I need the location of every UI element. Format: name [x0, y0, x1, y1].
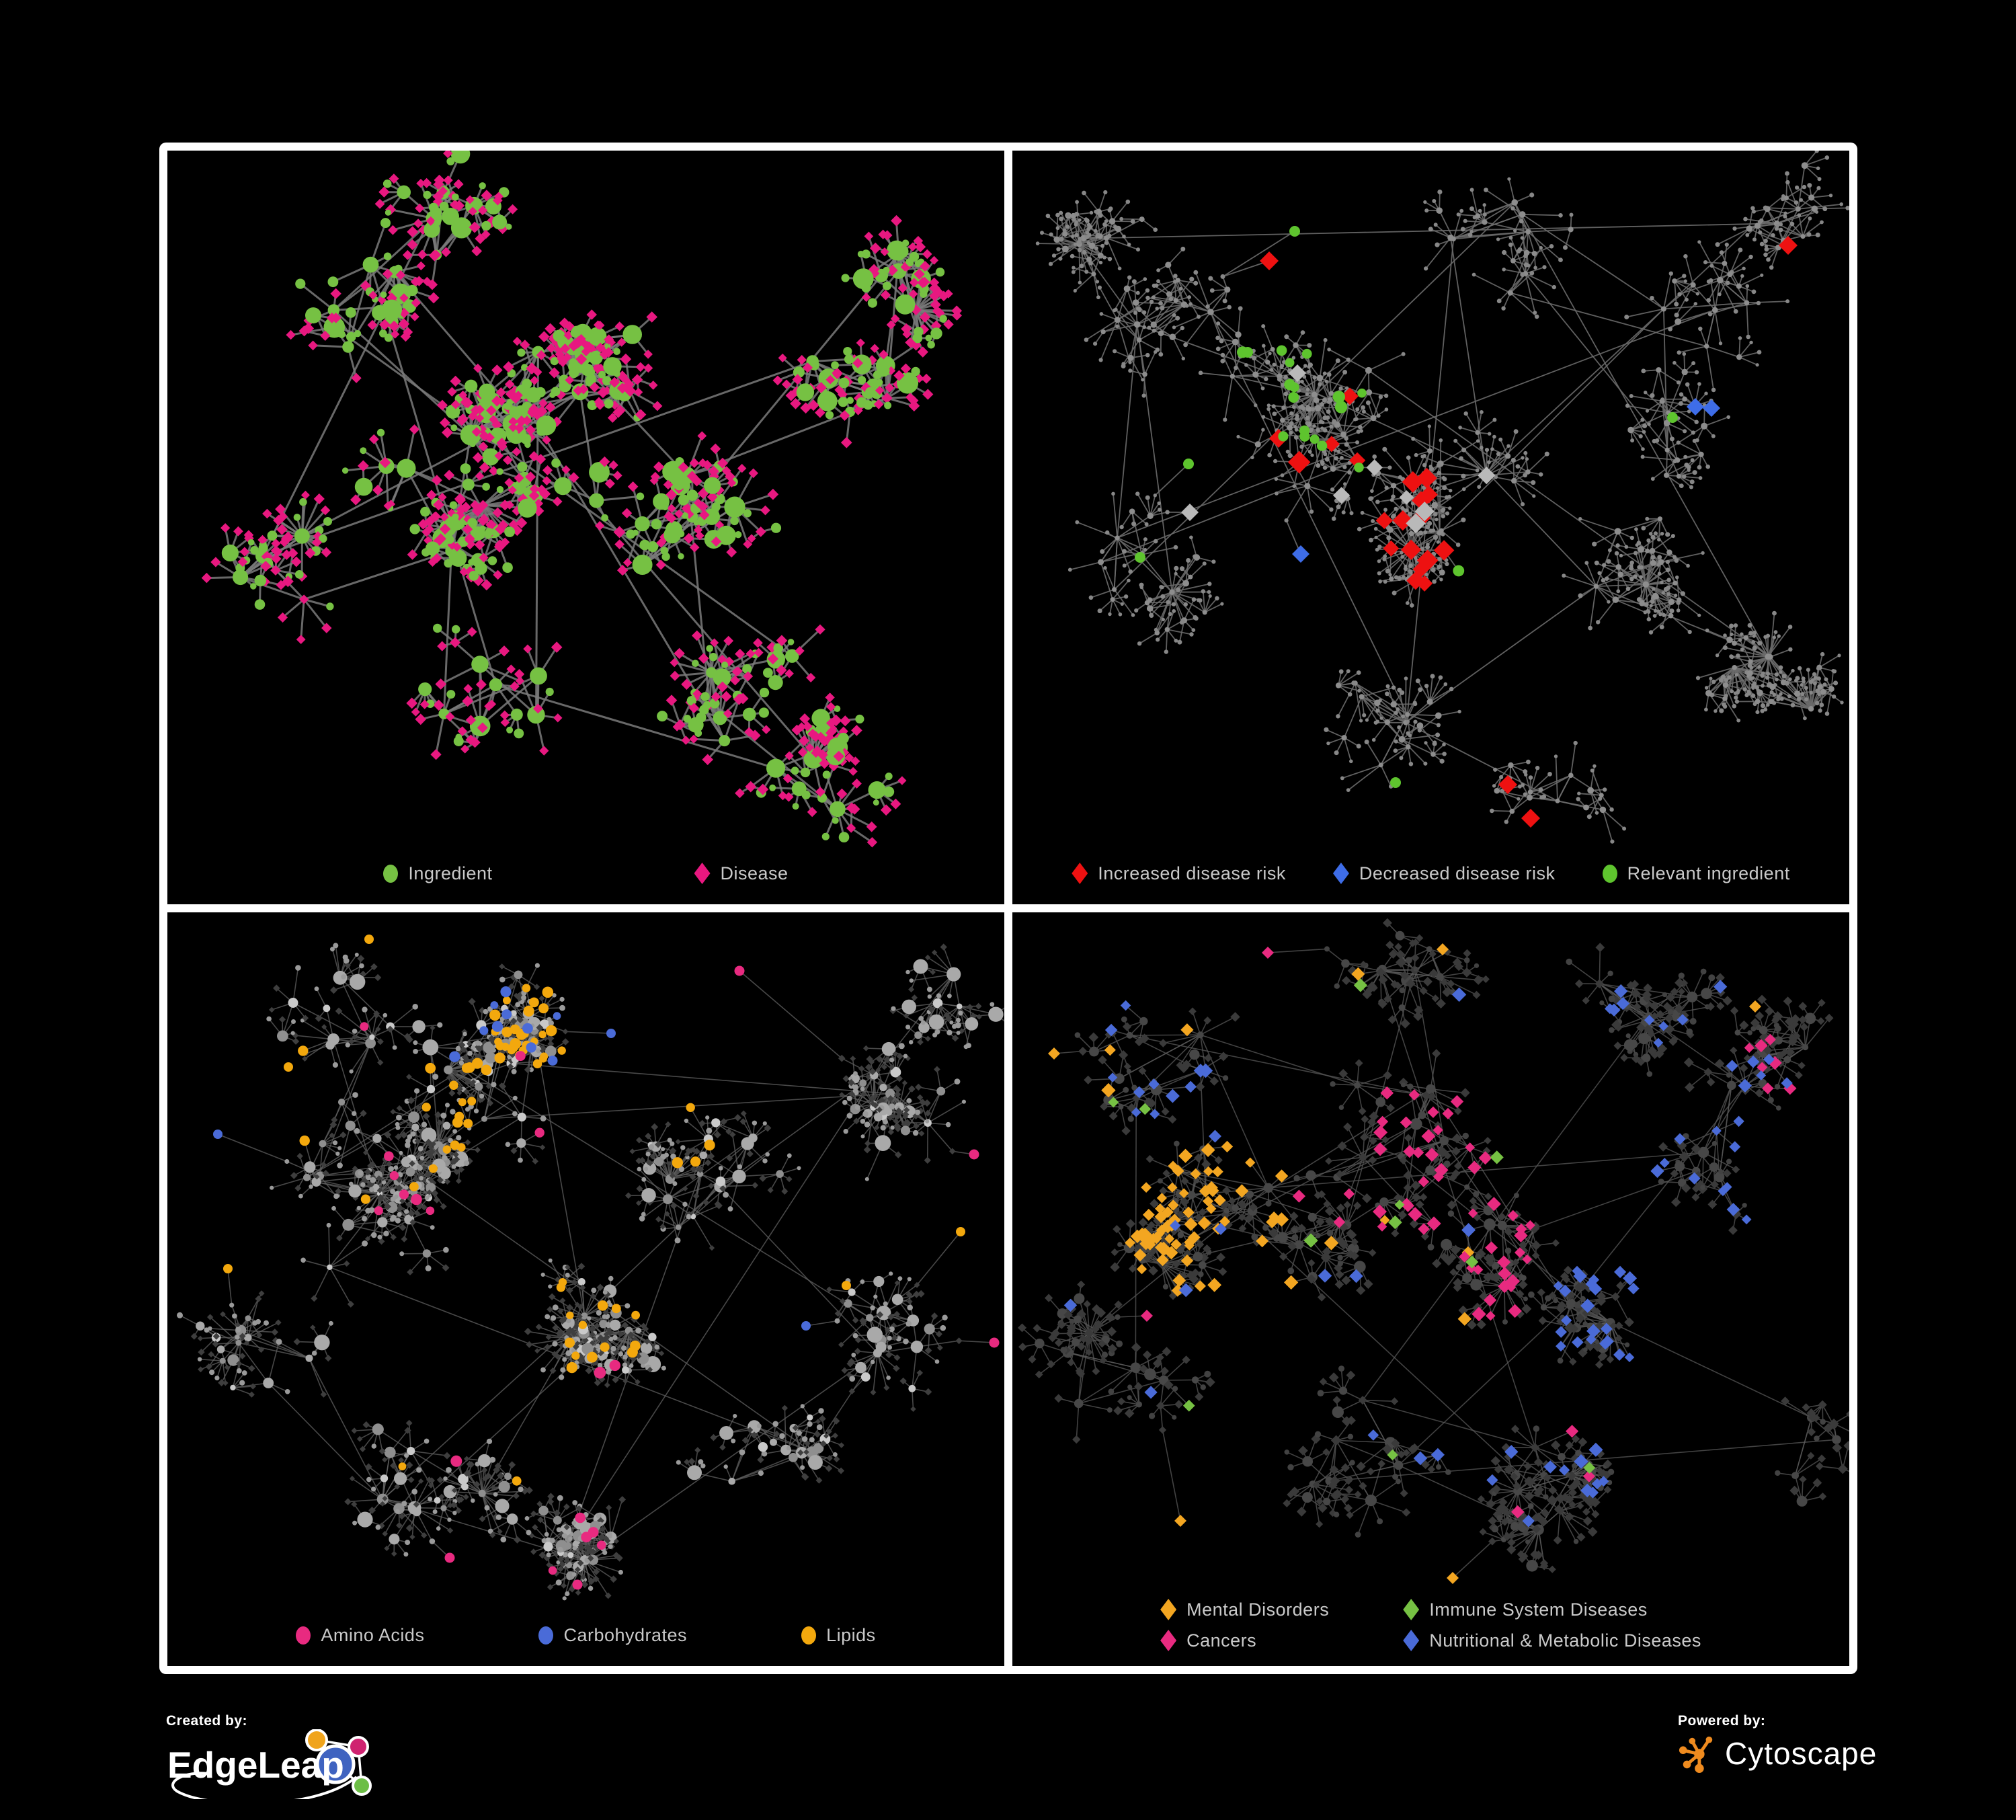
edgeleap-logo: EdgeLeap: [167, 1729, 372, 1805]
legend-item: Ingredient: [383, 863, 492, 884]
legend-item: Lipids: [801, 1625, 876, 1646]
created-by-label: Created by:: [166, 1713, 248, 1729]
legend-item: Nutritional & Metabolic Diseases: [1403, 1630, 1701, 1651]
legend-label: Carbohydrates: [563, 1625, 688, 1645]
legend-label: Increased disease risk: [1098, 863, 1286, 883]
edgeleap-swoosh: [171, 1772, 357, 1805]
edgeleap-blue-node: [315, 1744, 356, 1784]
legend-label: Lipids: [826, 1625, 876, 1645]
mental-disorders-diamond-marker: [1160, 1599, 1177, 1620]
cytoscape-logo-row: Cytoscape: [1678, 1733, 1877, 1774]
legend-label: Nutritional & Metabolic Diseases: [1429, 1630, 1701, 1651]
edgeleap-orange-node: [305, 1729, 328, 1751]
legend-label: Decreased disease risk: [1359, 863, 1556, 883]
cytoscape-credit: Powered by: Cytoscape: [1678, 1713, 1877, 1774]
immune-system-diseases-diamond-marker: [1403, 1599, 1420, 1620]
relevant-ingredient-circle-marker: [1602, 864, 1617, 883]
amino-acids-circle-marker: [296, 1626, 311, 1645]
panel-disease-risk: Increased disease risk Decreased disease…: [1012, 151, 1849, 904]
legend-item: Disease: [694, 863, 789, 884]
legend-label: Cancers: [1186, 1630, 1257, 1651]
legend-disease-classes: Mental Disorders Immune System Diseases …: [1012, 1599, 1849, 1651]
edgeleap-wordmark: EdgeLeap: [167, 1744, 344, 1786]
panel-grid: Ingredient Disease Increased disease ris…: [159, 143, 1857, 1674]
legend-item: Mental Disorders: [1160, 1599, 1329, 1620]
carbohydrates-circle-marker: [538, 1626, 554, 1645]
legend-disease-risk: Increased disease risk Decreased disease…: [1012, 863, 1849, 884]
cytoscape-wordmark: Cytoscape: [1725, 1736, 1878, 1771]
lipids-circle-marker: [801, 1626, 817, 1645]
cytoscape-icon: [1679, 1736, 1713, 1773]
legend-ingredient-classes: Amino Acids Carbohydrates Lipids: [167, 1625, 1004, 1646]
network-graph-disease-classes: [1018, 918, 1849, 1584]
network-graph-disease-risk: [1035, 151, 1849, 844]
edgeleap-magenta-node: [348, 1736, 369, 1757]
legend-item: Decreased disease risk: [1332, 863, 1556, 884]
legend-label: Immune System Diseases: [1429, 1599, 1648, 1620]
disease-diamond-marker: [694, 863, 711, 884]
legend-label: Relevant ingredient: [1627, 863, 1790, 883]
legend-label: Ingredient: [408, 863, 493, 883]
legend-item: Increased disease risk: [1072, 863, 1286, 884]
legend-item: Carbohydrates: [538, 1625, 687, 1646]
nutritional-metabolic-diseases-diamond-marker: [1403, 1630, 1420, 1651]
legend-label: Mental Disorders: [1186, 1599, 1330, 1620]
powered-by-label: Powered by:: [1678, 1713, 1766, 1729]
legend-ingredient-disease: Ingredient Disease: [167, 863, 1004, 884]
cancers-diamond-marker: [1160, 1630, 1177, 1651]
ingredient-circle-marker: [383, 864, 399, 883]
legend-label: Disease: [720, 863, 789, 883]
network-graph-ingredient-classes: [177, 935, 1004, 1601]
legend-item: Amino Acids: [296, 1625, 424, 1646]
panel-ingredient-disease: Ingredient Disease: [167, 151, 1004, 904]
panel-disease-classes: Mental Disorders Immune System Diseases …: [1012, 912, 1849, 1666]
legend-item: Cancers: [1160, 1630, 1329, 1651]
edgeleap-green-node: [352, 1776, 372, 1796]
network-graph-ingredient-disease: [201, 151, 963, 848]
edgeleap-credit: Created by: EdgeLeap: [166, 1713, 388, 1805]
decreased-risk-diamond-marker: [1332, 863, 1349, 884]
panel-ingredient-classes: Amino Acids Carbohydrates Lipids: [167, 912, 1004, 1666]
increased-risk-diamond-marker: [1072, 863, 1088, 884]
legend-label: Amino Acids: [321, 1625, 425, 1645]
cytoscape-icon-nodes: [1679, 1736, 1713, 1773]
legend-item: Immune System Diseases: [1403, 1599, 1701, 1620]
legend-item: Relevant ingredient: [1602, 863, 1790, 884]
